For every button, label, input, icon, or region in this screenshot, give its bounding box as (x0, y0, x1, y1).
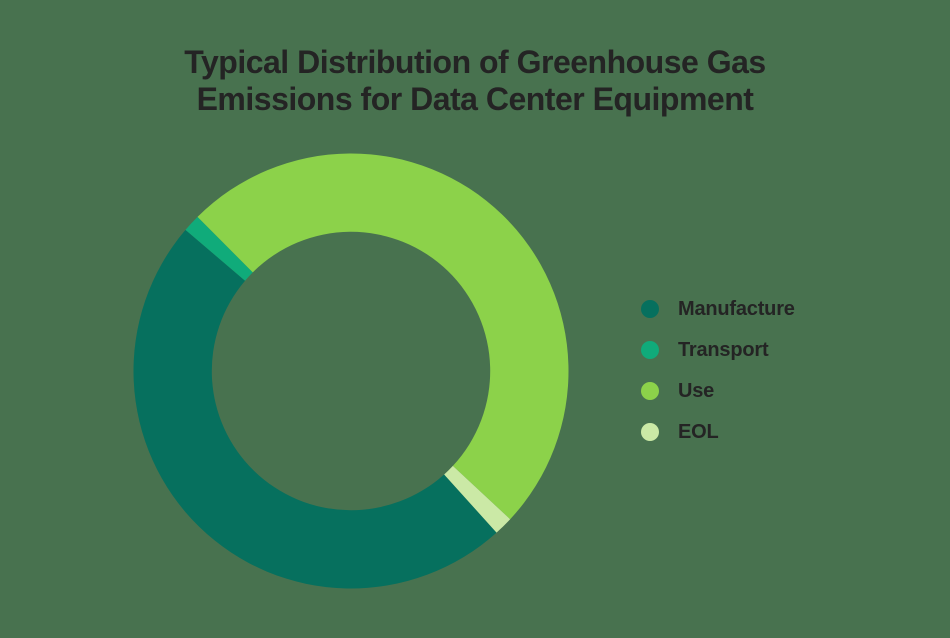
legend-item-manufacture: Manufacture (641, 297, 795, 321)
donut-segment-eol (444, 465, 511, 533)
donut-chart (133, 153, 569, 589)
legend-item-use: Use (641, 379, 795, 403)
legend-label: Use (678, 379, 715, 402)
legend-swatch-icon (641, 341, 659, 359)
legend-item-transport: Transport (641, 338, 795, 362)
legend-item-eol: EOL (641, 420, 795, 444)
donut-segment-manufacture (133, 229, 497, 589)
chart-title: Typical Distribution of Greenhouse Gas E… (0, 44, 950, 118)
legend-swatch-icon (641, 423, 659, 441)
donut-svg (133, 153, 569, 589)
legend-label: Manufacture (678, 297, 795, 320)
legend-swatch-icon (641, 382, 659, 400)
legend: Manufacture Transport Use EOL (641, 297, 795, 444)
legend-label: EOL (678, 420, 719, 443)
donut-segment-transport (185, 216, 253, 281)
chart-title-text: Typical Distribution of Greenhouse Gas E… (184, 44, 766, 117)
donut-segment-use (197, 153, 569, 520)
legend-label: Transport (678, 338, 769, 361)
legend-swatch-icon (641, 300, 659, 318)
